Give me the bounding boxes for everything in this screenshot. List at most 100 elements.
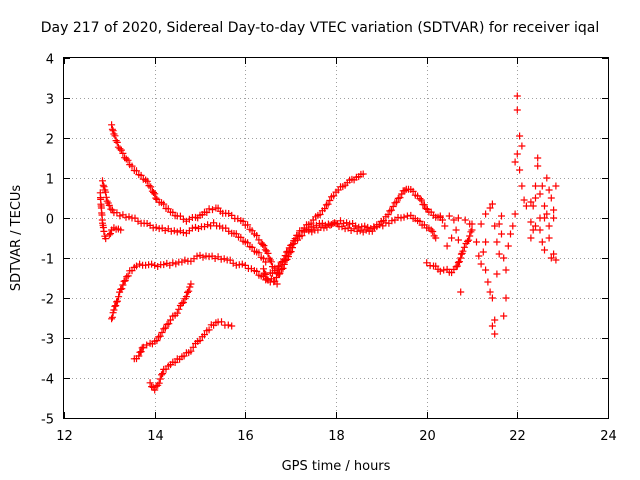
data-point-marker [226,256,234,264]
data-point-marker [173,309,181,317]
data-point-marker [552,256,560,264]
data-point-marker [188,224,196,232]
data-point-marker [520,196,528,204]
y-tick-label: 0 [46,213,54,228]
data-point-marker [482,210,490,218]
data-point-marker [224,321,232,329]
data-point-marker [298,232,306,240]
data-point-marker [482,238,490,246]
data-point-marker [160,200,168,208]
data-point-marker [287,248,295,256]
data-point-marker [181,256,189,264]
x-tick-label: 22 [509,429,526,444]
data-point-marker [119,149,127,157]
data-point-marker [409,187,417,195]
x-tick-label: 24 [600,429,617,444]
data-point-marker [117,146,125,154]
data-point-marker [205,326,213,334]
data-point-marker [398,190,406,198]
data-point-marker [534,162,542,170]
data-point-marker [113,209,121,217]
data-point-marker [468,220,476,228]
data-point-marker [361,222,369,230]
data-point-marker [108,315,116,323]
data-point-marker [135,352,143,360]
data-point-marker [347,227,355,234]
data-point-marker [239,217,247,225]
data-point-marker [459,247,467,255]
data-point-marker [142,176,150,184]
data-point-marker [527,218,535,226]
data-point-marker [536,190,544,198]
data-point-marker [397,214,405,222]
data-point-marker [161,324,169,332]
data-point-marker [386,207,394,215]
data-point-marker [218,318,225,326]
data-point-marker [491,330,499,338]
data-point-marker [107,230,114,238]
data-point-marker [161,227,169,234]
data-point-marker [118,285,126,293]
data-point-marker [500,254,508,262]
y-tick-label: -5 [41,413,54,428]
data-point-marker [513,150,521,158]
data-point-marker [427,226,435,234]
data-point-marker [138,344,146,352]
data-point-marker [441,222,449,230]
y-tick-label: 3 [46,93,54,108]
data-point-marker [111,132,119,140]
data-point-marker [113,298,121,306]
data-point-marker [113,138,121,146]
data-point-marker [155,379,163,387]
data-point-marker [547,254,555,262]
data-point-marker [105,231,113,239]
data-point-marker [204,221,212,229]
data-point-marker [122,155,130,163]
data-point-marker [262,258,270,266]
data-point-marker [436,267,444,275]
data-point-marker [176,212,184,220]
data-point-marker [136,260,144,268]
data-point-marker [253,267,261,275]
data-point-marker [171,359,179,366]
data-point-marker [513,106,521,114]
data-point-marker [136,348,144,356]
data-point-marker [128,162,136,170]
x-tick-label: 18 [328,429,345,444]
data-point-marker [527,234,535,242]
data-point-marker [511,210,519,218]
x-axis-label: GPS time / hours [282,459,391,474]
data-point-marker [322,201,330,209]
data-point-marker [150,189,157,196]
data-point-marker [545,222,553,230]
data-point-marker [536,226,544,234]
data-point-marker [324,200,332,208]
data-point-marker [543,174,551,182]
data-point-marker [538,238,546,246]
data-point-marker [473,238,480,246]
data-point-marker [228,322,236,330]
data-point-marker [445,212,453,220]
data-point-marker [491,316,499,324]
data-point-marker [550,214,558,222]
data-point-marker [532,194,539,202]
data-point-marker [178,299,186,307]
data-point-marker [280,260,288,268]
data-point-marker [158,371,165,379]
data-point-marker [486,204,494,212]
chart-title: Day 217 of 2020, Sidereal Day-to-day VTE… [41,20,599,36]
data-point-marker [477,220,485,228]
data-point-marker [516,132,524,140]
data-point-marker [222,224,230,232]
data-point-marker [114,297,121,305]
data-point-marker [416,217,424,225]
data-point-marker [125,213,133,221]
data-point-marker [284,253,292,261]
data-point-marker [331,219,338,227]
data-point-marker [152,194,160,202]
data-point-marker [502,266,510,274]
data-point-marker [147,183,155,191]
data-point-marker [456,258,463,266]
data-point-marker [461,216,469,224]
y-tick-label: 4 [46,53,54,68]
